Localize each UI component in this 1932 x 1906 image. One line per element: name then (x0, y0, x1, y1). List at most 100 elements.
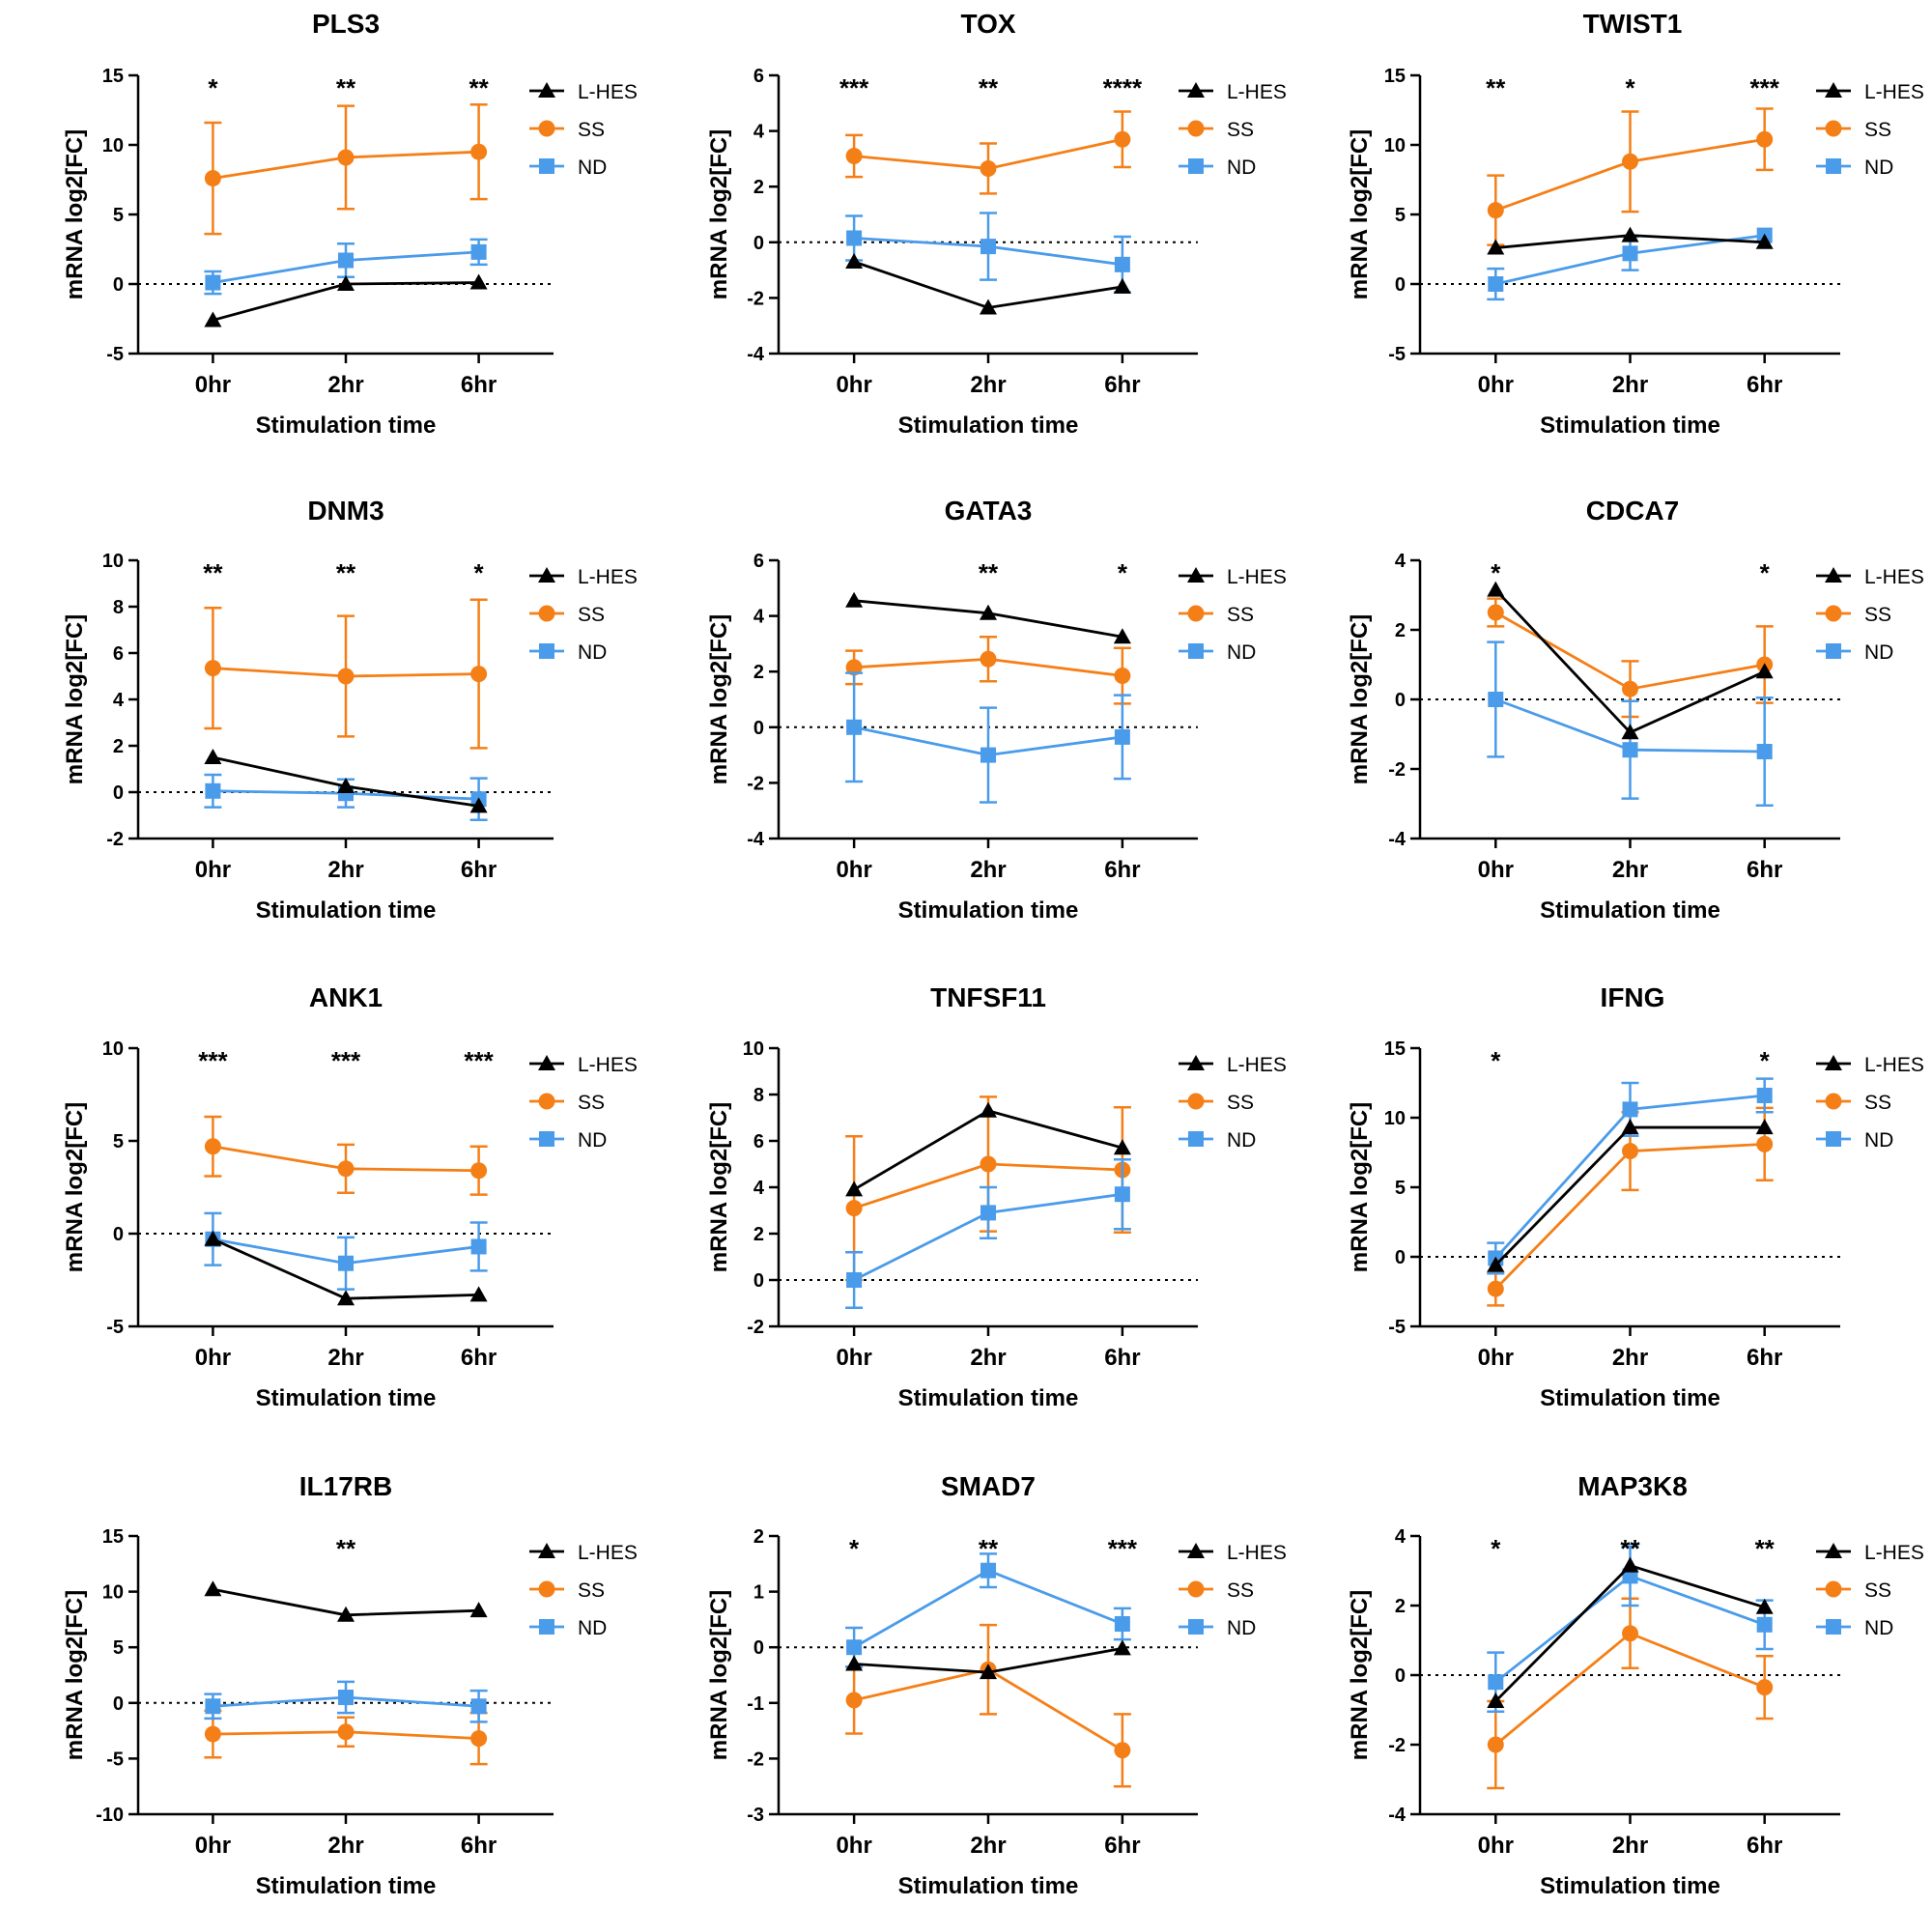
y-tick-label: 5 (1395, 205, 1406, 226)
y-tick-label: 2 (753, 177, 764, 198)
chart-ank1: ANK1 -5 0 5 10 0hr 2hr 6hr Stimulation time mRNA … (62, 982, 638, 1411)
y-tick-label: -2 (1388, 1735, 1406, 1756)
series-nd (845, 671, 1131, 804)
y-tick-label: 8 (753, 1085, 764, 1106)
y-tick-label: 10 (102, 135, 124, 156)
legend-label: ND (1864, 1129, 1893, 1152)
y-tick-label: 0 (753, 718, 764, 739)
y-tick-label: 10 (102, 551, 124, 572)
series-ss (1487, 1597, 1774, 1790)
chart-title: PLS3 (312, 9, 380, 39)
data-point (204, 170, 221, 187)
series-nd (204, 1211, 488, 1291)
legend-label: L-HES (1864, 81, 1924, 103)
y-tick-label: 4 (113, 690, 125, 711)
legend: L-HES SS ND (529, 1054, 638, 1152)
data-point (1622, 153, 1638, 170)
significance-marker: ** (336, 1534, 356, 1563)
x-axis-label: Stimulation time (256, 1873, 437, 1899)
x-axis-label: Stimulation time (256, 412, 437, 439)
chart-title: DNM3 (307, 496, 384, 526)
legend-marker (1188, 643, 1204, 659)
legend-label: SS (1227, 1579, 1254, 1602)
y-tick-label: -2 (1388, 759, 1406, 781)
chart-smad7: SMAD7 -3 -2 -1 0 1 2 0hr 2hr 6hr Stimulation time m… (706, 1471, 1287, 1899)
x-tick-label: 6hr (1104, 372, 1140, 398)
series-l-hes (1487, 581, 1774, 740)
data-point (338, 1690, 354, 1706)
legend-marker (539, 643, 554, 659)
y-axis-label: mRNA log2[FC] (706, 614, 732, 784)
y-tick-label: 0 (1395, 1665, 1406, 1687)
y-tick-label: 4 (1395, 1526, 1406, 1548)
y-axis-label: mRNA log2[FC] (706, 1590, 732, 1760)
data-point (469, 1286, 488, 1302)
chart-title: TNFSF11 (930, 982, 1046, 1012)
data-point (1756, 1087, 1773, 1103)
significance-marker: * (849, 1534, 860, 1563)
legend-label: SS (578, 1092, 605, 1114)
data-point (980, 1155, 997, 1173)
y-tick-label: -5 (106, 1749, 124, 1770)
significance-marker: *** (198, 1046, 228, 1075)
data-point (204, 1230, 222, 1246)
y-tick-label: 15 (102, 66, 124, 87)
significance-marker: * (1491, 1534, 1501, 1563)
y-tick-label: 15 (102, 1526, 124, 1548)
y-tick-label: 4 (753, 607, 765, 628)
y-tick-label: 2 (1395, 1596, 1406, 1617)
legend-label: ND (1864, 156, 1893, 179)
x-tick-label: 2hr (327, 1345, 363, 1371)
x-tick-label: 0hr (1478, 1345, 1514, 1371)
y-axis-label: mRNA log2[FC] (1347, 614, 1373, 784)
y-tick-label: 2 (753, 662, 764, 683)
data-point (1114, 1186, 1130, 1203)
y-tick-label: 10 (1384, 135, 1406, 156)
y-tick-label: 6 (753, 66, 764, 87)
data-point (205, 1698, 221, 1715)
y-tick-label: 4 (753, 122, 765, 143)
x-tick-label: 6hr (1747, 857, 1782, 883)
x-tick-label: 0hr (1478, 1833, 1514, 1859)
data-point (1487, 1736, 1504, 1753)
legend: L-HES SS ND (529, 81, 638, 179)
legend-marker (1188, 1131, 1204, 1147)
data-point (470, 243, 487, 260)
data-point (1755, 1119, 1774, 1135)
legend-marker (538, 120, 555, 137)
legend-label: SS (1864, 1092, 1891, 1114)
series-nd (1487, 227, 1773, 301)
y-tick-label: 2 (1395, 620, 1406, 641)
significance-marker: * (1491, 1046, 1501, 1075)
y-tick-label: -2 (747, 773, 764, 794)
legend-label: ND (1227, 1617, 1256, 1639)
data-point (1621, 1119, 1639, 1135)
data-point (845, 1181, 864, 1197)
y-tick-label: 2 (753, 1224, 764, 1245)
data-point (1487, 1693, 1505, 1708)
series-l-hes (204, 749, 488, 813)
data-point (470, 666, 488, 683)
chart-il17rb: IL17RB -10 -5 0 5 10 15 0hr 2hr 6hr Stimulation ti… (62, 1471, 638, 1899)
legend-label: ND (1227, 1129, 1256, 1152)
x-tick-label: 6hr (1747, 1345, 1782, 1371)
significance-marker: ** (1620, 1534, 1640, 1563)
x-tick-label: 6hr (461, 372, 497, 398)
x-tick-label: 0hr (195, 1833, 231, 1859)
significance-marker: * (1760, 1046, 1771, 1075)
legend-marker (538, 605, 555, 622)
y-tick-label: -4 (747, 829, 765, 850)
y-tick-label: -1 (747, 1693, 764, 1715)
legend-marker (1187, 82, 1205, 98)
legend-label: SS (1227, 604, 1254, 626)
y-tick-label: -2 (747, 288, 764, 309)
significance-marker: ** (979, 1534, 999, 1563)
data-point (1114, 1742, 1131, 1759)
legend-marker (1826, 1131, 1841, 1147)
data-point (1488, 276, 1504, 292)
legend-label: ND (1227, 641, 1256, 664)
x-tick-label: 2hr (970, 1345, 1006, 1371)
legend: L-HES SS ND (1816, 1542, 1924, 1639)
legend: L-HES SS ND (1179, 81, 1287, 179)
data-point (204, 749, 222, 764)
